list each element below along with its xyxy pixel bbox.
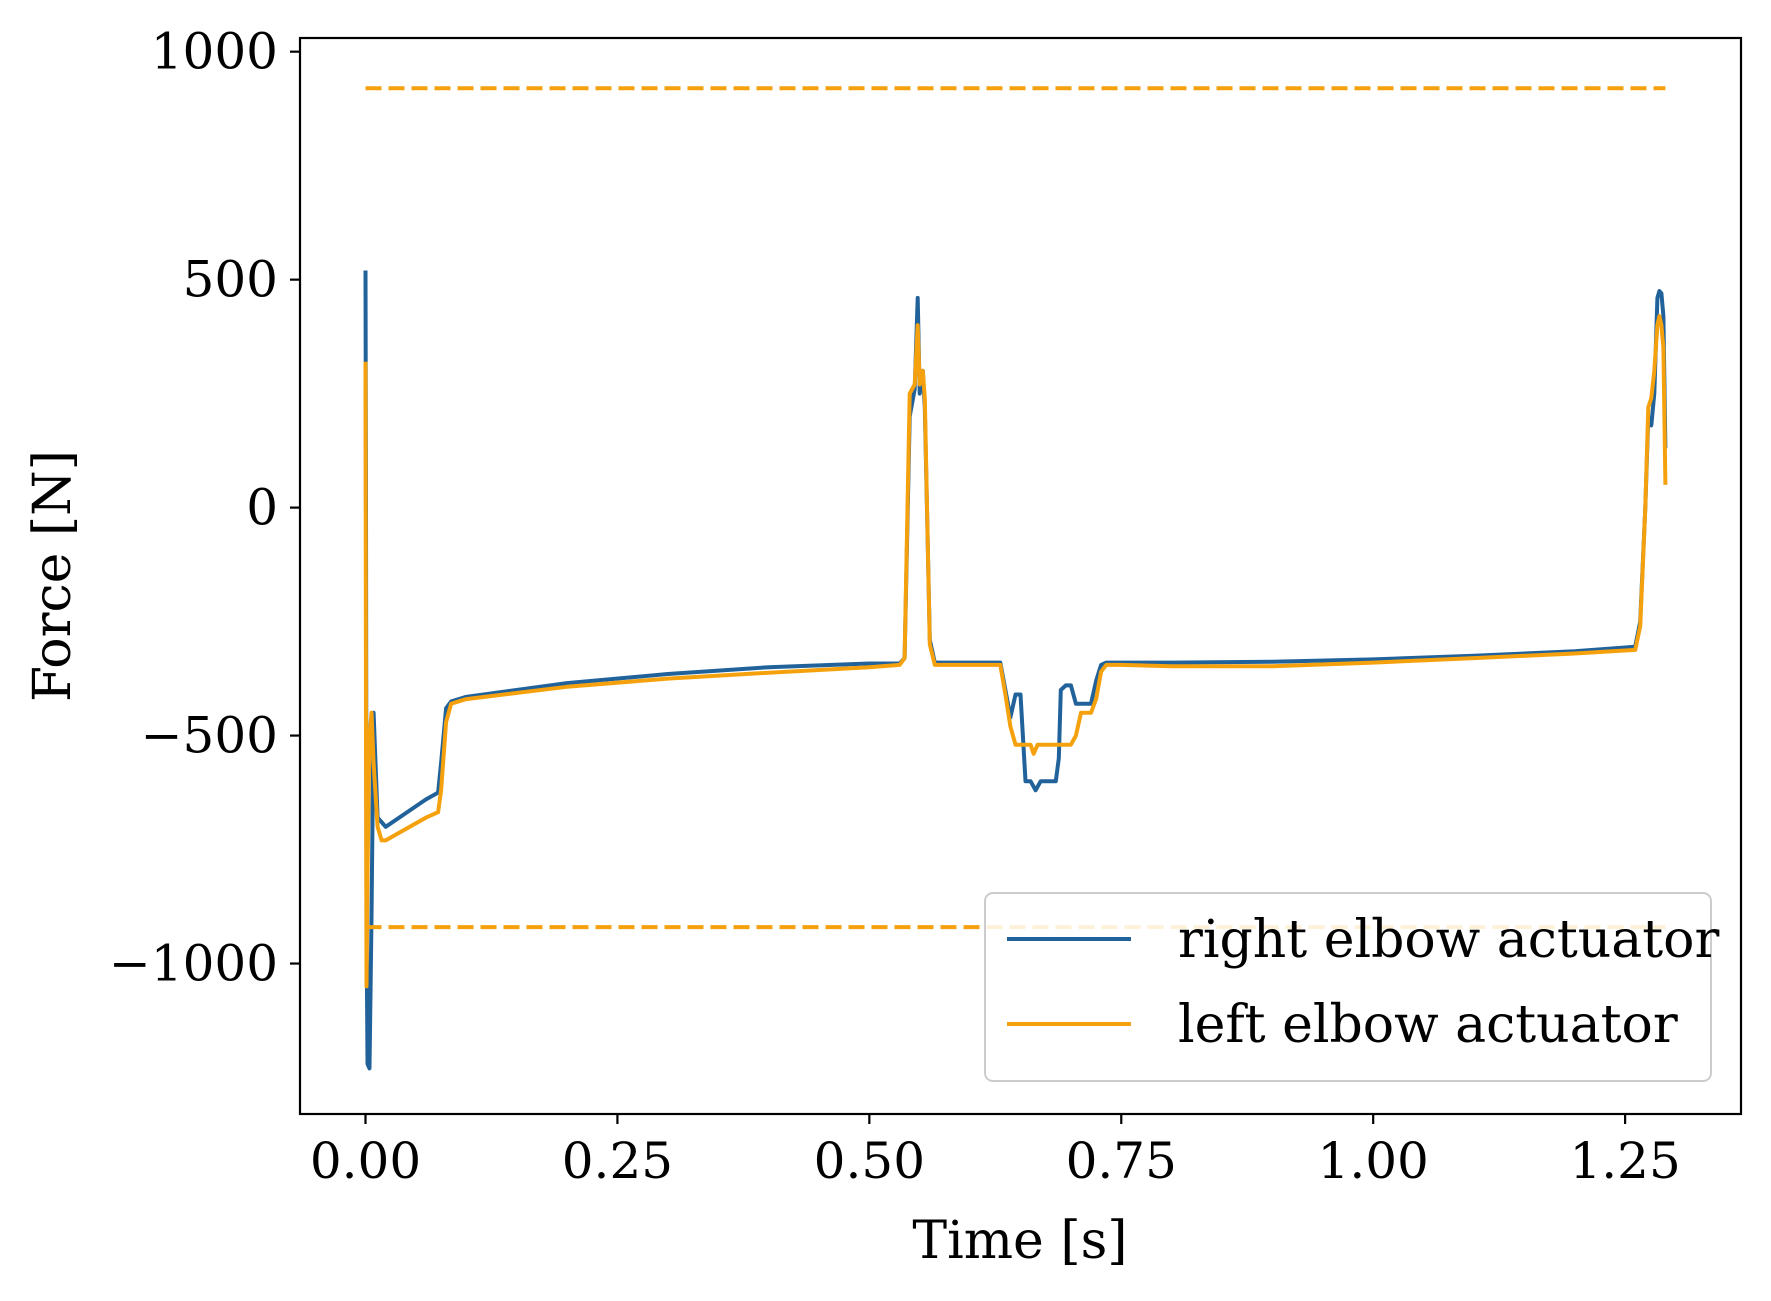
legend: right elbow actuator left elbow actuator (984, 892, 1719, 1082)
x-tick-label-1: 0.25 (562, 1132, 673, 1190)
y-axis-title: Force [N] (23, 450, 83, 702)
plot-frame (298, 36, 1743, 1116)
y-tick-label-1: −500 (141, 707, 278, 765)
x-tick-label-4: 1.00 (1318, 1132, 1429, 1190)
legend-box (984, 892, 1712, 1082)
y-axis: −1000 −500 0 500 1000 (109, 23, 300, 993)
y-tick-label-0: −1000 (109, 935, 278, 993)
x-tick-label-0: 0.00 (310, 1132, 421, 1190)
x-tick-label-5: 1.25 (1569, 1132, 1680, 1190)
legend-label-left-elbow: left elbow actuator (1178, 995, 1678, 1055)
x-tick-label-2: 0.50 (814, 1132, 925, 1190)
x-axis-title: Time [s] (912, 1211, 1127, 1271)
x-axis: 0.00 0.25 0.50 0.75 1.00 1.25 (310, 1114, 1681, 1190)
series-line-1 (363, 314, 1668, 989)
y-tick-label-3: 500 (183, 251, 278, 309)
y-tick-label-2: 0 (246, 479, 278, 537)
y-tick-label-4: 1000 (151, 23, 278, 81)
legend-label-right-elbow: right elbow actuator (1178, 910, 1719, 970)
x-tick-label-3: 0.75 (1066, 1132, 1177, 1190)
